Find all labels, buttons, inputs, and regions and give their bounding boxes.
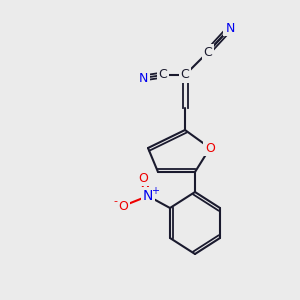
Text: C: C [204,46,212,59]
Text: C: C [159,68,167,82]
Text: O: O [118,200,128,212]
Text: O: O [205,142,215,154]
Text: +: + [151,186,159,196]
Text: N: N [143,189,153,203]
Text: N: N [138,71,148,85]
Text: C: C [181,68,189,82]
Text: O: O [138,172,148,184]
Text: -: - [113,196,117,206]
Text: N: N [225,22,235,34]
